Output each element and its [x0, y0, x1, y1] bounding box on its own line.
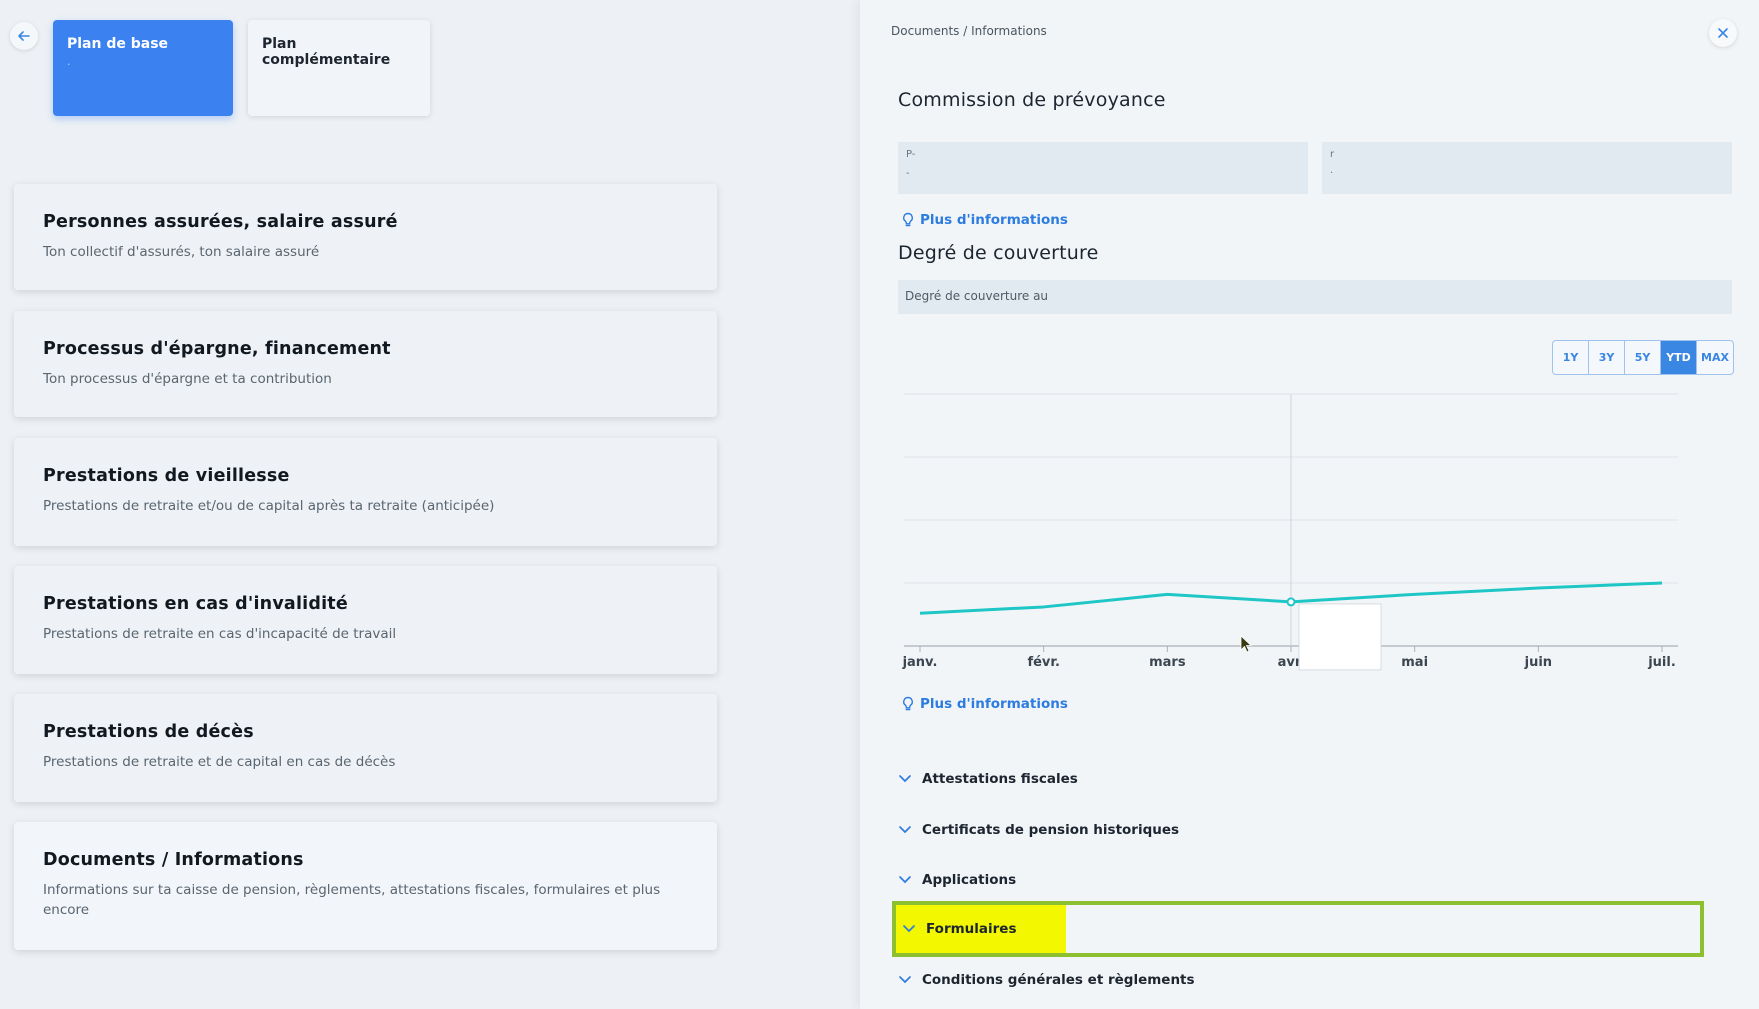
range-selector: 1Y 3Y 5Y YTD MAX — [1552, 340, 1734, 375]
more-info-label: Plus d'informations — [920, 212, 1068, 228]
lightbulb-icon — [903, 696, 913, 711]
breadcrumb: Documents / Informations — [891, 24, 1047, 38]
tab-plan-complementaire-label: Plan complémentaire — [262, 36, 391, 68]
card-title: Processus d'épargne, financement — [43, 339, 391, 359]
chevron-down-icon — [899, 876, 911, 884]
card-description: Prestations de retraite en cas d'incapac… — [43, 626, 397, 642]
x-tick-label: févr. — [1027, 655, 1059, 670]
chevron-down-icon — [899, 775, 911, 783]
accordion-label: Certificats de pension historiques — [922, 822, 1180, 838]
coverage-chart[interactable]: janv. févr. mars avr. mai juin juil. — [860, 380, 1759, 680]
x-tick-label: janv. — [902, 655, 938, 670]
commission-member-box-1: P- - — [898, 142, 1308, 194]
lightbulb-icon — [903, 212, 913, 227]
close-button[interactable] — [1709, 19, 1737, 47]
card-description: Prestations de retraite et de capital en… — [43, 754, 396, 770]
accordion-label: Formulaires — [926, 921, 1017, 937]
chevron-down-icon — [899, 826, 911, 834]
card-prestations-vieillesse[interactable]: Prestations de vieillesse Prestations de… — [14, 438, 717, 546]
commission-member-box-2: r · — [1322, 142, 1732, 194]
accordion-formulaires[interactable]: Formulaires — [892, 901, 1704, 957]
card-prestations-deces[interactable]: Prestations de décès Prestations de retr… — [14, 694, 717, 802]
coverage-title: Degré de couverture — [898, 242, 1099, 264]
accordion-label: Attestations fiscales — [922, 771, 1078, 787]
range-5y-button[interactable]: 5Y — [1625, 341, 1661, 374]
box-2-line-1: r — [1330, 149, 1335, 160]
more-info-link-coverage[interactable]: Plus d'informations — [902, 696, 1068, 712]
accordion-certificats-pension[interactable]: Certificats de pension historiques — [898, 822, 1179, 838]
coverage-date-box: Degré de couverture au — [898, 280, 1732, 314]
box-1-line-2: - — [906, 168, 910, 179]
accordion-label: Applications — [922, 872, 1017, 888]
tab-plan-de-base-label: Plan de base — [67, 36, 169, 52]
commission-title: Commission de prévoyance — [898, 89, 1166, 111]
range-1y-button[interactable]: 1Y — [1553, 341, 1589, 374]
card-prestations-invalidite[interactable]: Prestations en cas d'invalidité Prestati… — [14, 566, 717, 674]
range-3y-button[interactable]: 3Y — [1589, 341, 1625, 374]
box-2-line-2: · — [1330, 168, 1334, 179]
chart-tooltip — [1298, 603, 1382, 671]
mouse-cursor-icon — [1240, 635, 1253, 653]
tab-plan-de-base[interactable]: Plan de base · — [53, 20, 233, 116]
x-tick-label: avr. — [1278, 655, 1305, 670]
card-title: Prestations en cas d'invalidité — [43, 594, 348, 614]
card-title: Personnes assurées, salaire assuré — [43, 212, 398, 232]
accordion-conditions-generales[interactable]: Conditions générales et règlements — [898, 972, 1195, 988]
card-documents-informations[interactable]: Documents / Informations Informations su… — [14, 822, 717, 950]
tab-plan-complementaire[interactable]: Plan complémentaire — [248, 20, 430, 116]
text-highlight — [896, 905, 1066, 953]
hover-point — [1286, 597, 1296, 607]
card-title: Prestations de décès — [43, 722, 254, 742]
card-description: Ton processus d'épargne et ta contributi… — [43, 371, 332, 387]
more-info-link-commission[interactable]: Plus d'informations — [902, 212, 1068, 228]
chevron-down-icon — [899, 976, 911, 984]
range-max-button[interactable]: MAX — [1701, 351, 1729, 364]
accordion-label: Conditions générales et règlements — [922, 972, 1195, 988]
card-title: Documents / Informations — [43, 850, 304, 870]
card-processus-epargne[interactable]: Processus d'épargne, financement Ton pro… — [14, 311, 717, 417]
back-button[interactable] — [10, 22, 38, 50]
tab-plan-de-base-sub: · — [67, 58, 71, 71]
card-title: Prestations de vieillesse — [43, 466, 290, 486]
arrow-left-icon — [18, 31, 30, 41]
card-description: Informations sur ta caisse de pension, r… — [43, 882, 661, 918]
card-personnes-assurees[interactable]: Personnes assurées, salaire assuré Ton c… — [14, 184, 717, 290]
x-tick-label: juin — [1524, 655, 1552, 670]
range-ytd-button[interactable]: YTD — [1661, 341, 1697, 374]
more-info-label: Plus d'informations — [920, 696, 1068, 712]
x-tick-label: mai — [1401, 655, 1428, 670]
x-tick-label: mars — [1149, 655, 1186, 670]
left-pane: Plan de base · Plan complémentaire Perso… — [0, 0, 860, 1009]
close-icon — [1718, 28, 1728, 38]
box-1-line-1: P- — [906, 149, 916, 160]
chevron-down-icon — [903, 925, 915, 933]
accordion-applications[interactable]: Applications — [898, 872, 1016, 888]
card-description: Ton collectif d'assurés, ton salaire ass… — [43, 244, 320, 260]
card-description: Prestations de retraite et/ou de capital… — [43, 498, 495, 514]
detail-panel: Documents / Informations Commission de p… — [860, 0, 1759, 1009]
accordion-attestations-fiscales[interactable]: Attestations fiscales — [898, 771, 1078, 787]
x-tick-label: juil. — [1647, 655, 1676, 670]
coverage-box-label: Degré de couverture au — [905, 289, 1049, 303]
